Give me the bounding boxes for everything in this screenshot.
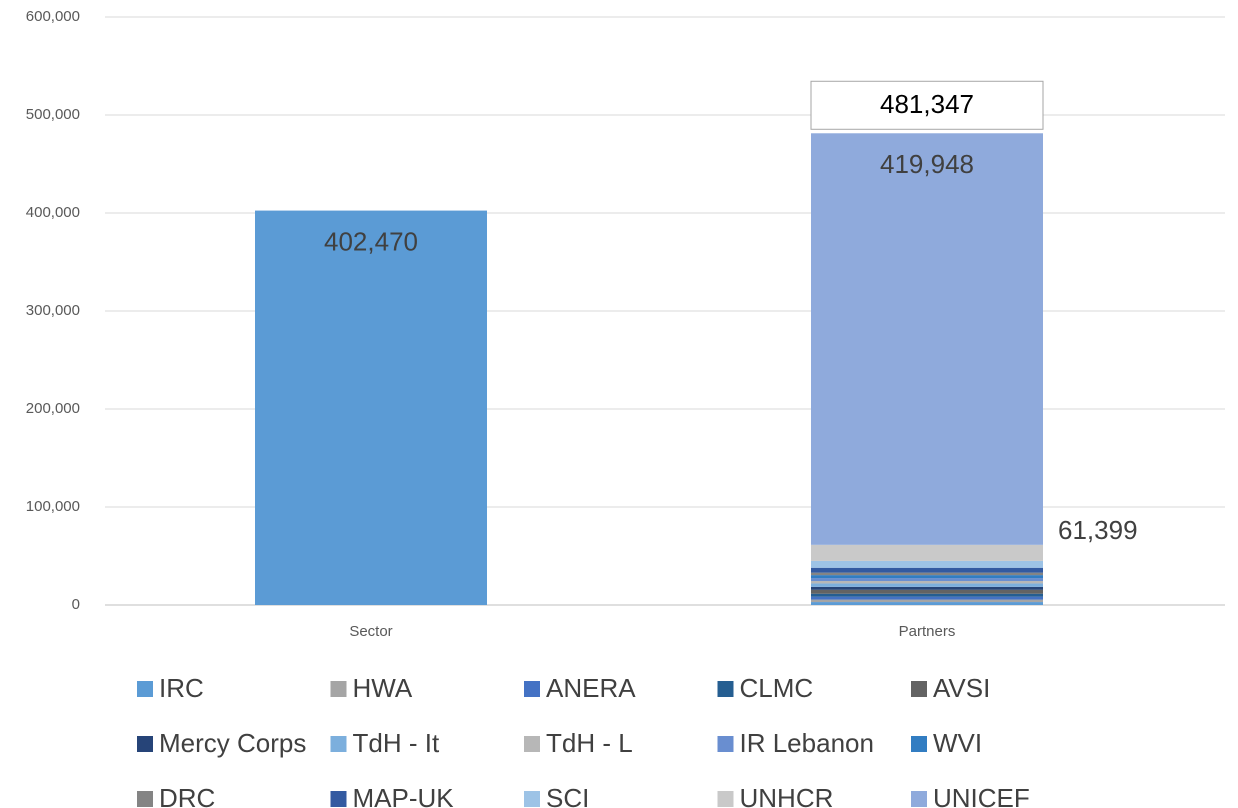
legend-label: ANERA [546,673,636,703]
legend-swatch [911,736,927,752]
legend-label: CLMC [740,673,814,703]
legend-swatch [137,736,153,752]
legend-label: IR Lebanon [740,728,874,758]
total-label: 481,347 [880,89,974,119]
bar-segment [811,580,1043,584]
legend-swatch [911,681,927,697]
bar-segment [811,583,1043,587]
legend-swatch [524,791,540,807]
x-tick-label: Partners [899,623,956,640]
bar-segment [811,575,1043,579]
y-tick-label: 300,000 [26,302,80,319]
legend-swatch [717,736,734,752]
bar-segment [811,133,1043,545]
bar-segment [811,578,1043,581]
y-tick-label: 600,000 [26,8,80,25]
legend-label: MAP-UK [353,783,455,808]
legend-label: IRC [159,673,204,703]
legend-label: WVI [933,728,982,758]
legend-label: TdH - L [546,728,633,758]
legend-label: UNHCR [740,783,834,808]
bar-segment [811,599,1043,603]
legend-swatch [330,736,347,752]
subtotal-label: 61,399 [1058,515,1138,545]
total-box [810,80,1044,130]
legend-label: UNICEF [933,783,1030,808]
y-tick-label: 0 [72,596,80,613]
bar-segment [811,596,1043,600]
legend-swatch [717,791,734,807]
bar-segment [811,560,1043,568]
legend-swatch [524,681,540,697]
legend-label: SCI [546,783,589,808]
legend-label: DRC [159,783,215,808]
legend-swatch [330,681,347,697]
y-tick-label: 200,000 [26,400,80,417]
y-tick-label: 400,000 [26,204,80,221]
legend-swatch [137,681,153,697]
x-tick-label: Sector [349,623,392,640]
bar-segment [811,572,1043,576]
legend-label: AVSI [933,673,990,703]
legend-label: TdH - It [353,728,440,758]
bar-segment [811,589,1043,594]
bar-segment [811,602,1043,605]
legend-label: Mercy Corps [159,728,306,758]
bar-segment [811,593,1043,597]
legend-label: HWA [353,673,413,703]
bar-segment [811,567,1043,573]
legend-swatch [717,681,734,697]
legend-swatch [911,791,927,807]
bar-segment [255,210,487,605]
bar-segment [811,544,1043,561]
y-tick-label: 500,000 [26,106,80,123]
data-label: 419,948 [880,149,974,179]
legend-swatch [524,736,540,752]
data-label: 402,470 [324,226,418,256]
legend-swatch [330,791,347,807]
legend-swatch [137,791,153,807]
y-tick-label: 100,000 [26,498,80,515]
bar-segment [811,586,1043,590]
